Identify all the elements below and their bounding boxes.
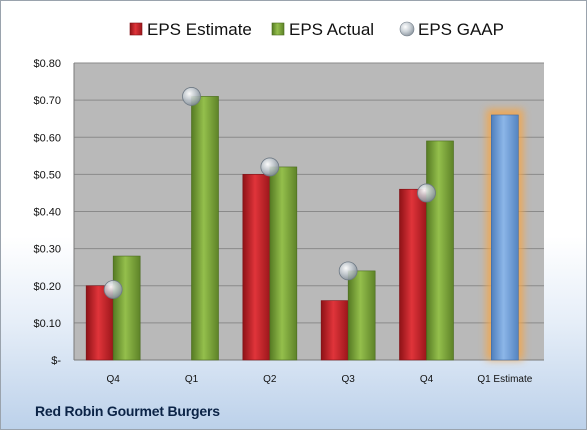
x-tick-label: Q4	[106, 374, 120, 385]
legend-label: EPS Estimate	[147, 20, 252, 39]
legend-swatch	[399, 21, 415, 37]
legend-label: EPS Actual	[289, 20, 374, 39]
y-tick-label: $0.50	[33, 169, 61, 181]
bars	[85, 96, 524, 361]
bar-eps-actual	[191, 96, 219, 361]
bar-eps-estimate	[320, 300, 349, 361]
gaap-marker	[260, 157, 280, 177]
legend: EPS Estimate EPS Actual EPS GAAP	[129, 20, 504, 39]
bar-eps-estimate	[242, 174, 271, 361]
bar-eps-estimate	[399, 188, 427, 361]
y-tick-label: $0.20	[33, 281, 61, 293]
legend-swatch	[271, 22, 285, 36]
bar-forecast	[491, 114, 519, 361]
x-tick-label: Q1	[185, 374, 199, 385]
legend-swatch	[129, 22, 143, 36]
x-axis: Q4 Q1 Q2 Q3 Q4 Q1 Estimate	[106, 374, 532, 385]
y-tick-label: $0.40	[33, 207, 61, 219]
gaap-marker	[417, 183, 436, 203]
bar-eps-estimate	[85, 285, 114, 361]
legend-label: EPS GAAP	[418, 20, 504, 39]
y-axis: $- $0.10 $0.20 $0.30 $0.40 $0.50 $0.60 $0.70 $0.…	[33, 58, 544, 367]
y-tick-label: $0.60	[33, 132, 61, 144]
y-tick-label: $-	[51, 355, 61, 367]
y-tick-label: $0.10	[33, 318, 61, 330]
gaap-marker	[103, 280, 123, 299]
y-tick-label: $0.30	[33, 244, 61, 256]
x-tick-label: Q2	[263, 374, 277, 385]
bar-eps-actual	[112, 255, 141, 361]
gaap-marker	[338, 261, 358, 281]
gaap-marker	[182, 87, 201, 106]
company-name: Red Robin Gourmet Burgers	[35, 403, 220, 419]
x-tick-label: Q4	[420, 374, 434, 385]
bar-eps-actual	[347, 270, 376, 361]
bar-eps-actual	[269, 166, 298, 361]
y-tick-label: $0.70	[33, 95, 61, 107]
x-tick-label: Q3	[341, 374, 355, 385]
bar-eps-actual	[426, 140, 454, 361]
gaap-markers	[103, 87, 436, 299]
x-tick-label: Q1 Estimate	[477, 374, 532, 385]
y-tick-label: $0.80	[33, 58, 61, 70]
